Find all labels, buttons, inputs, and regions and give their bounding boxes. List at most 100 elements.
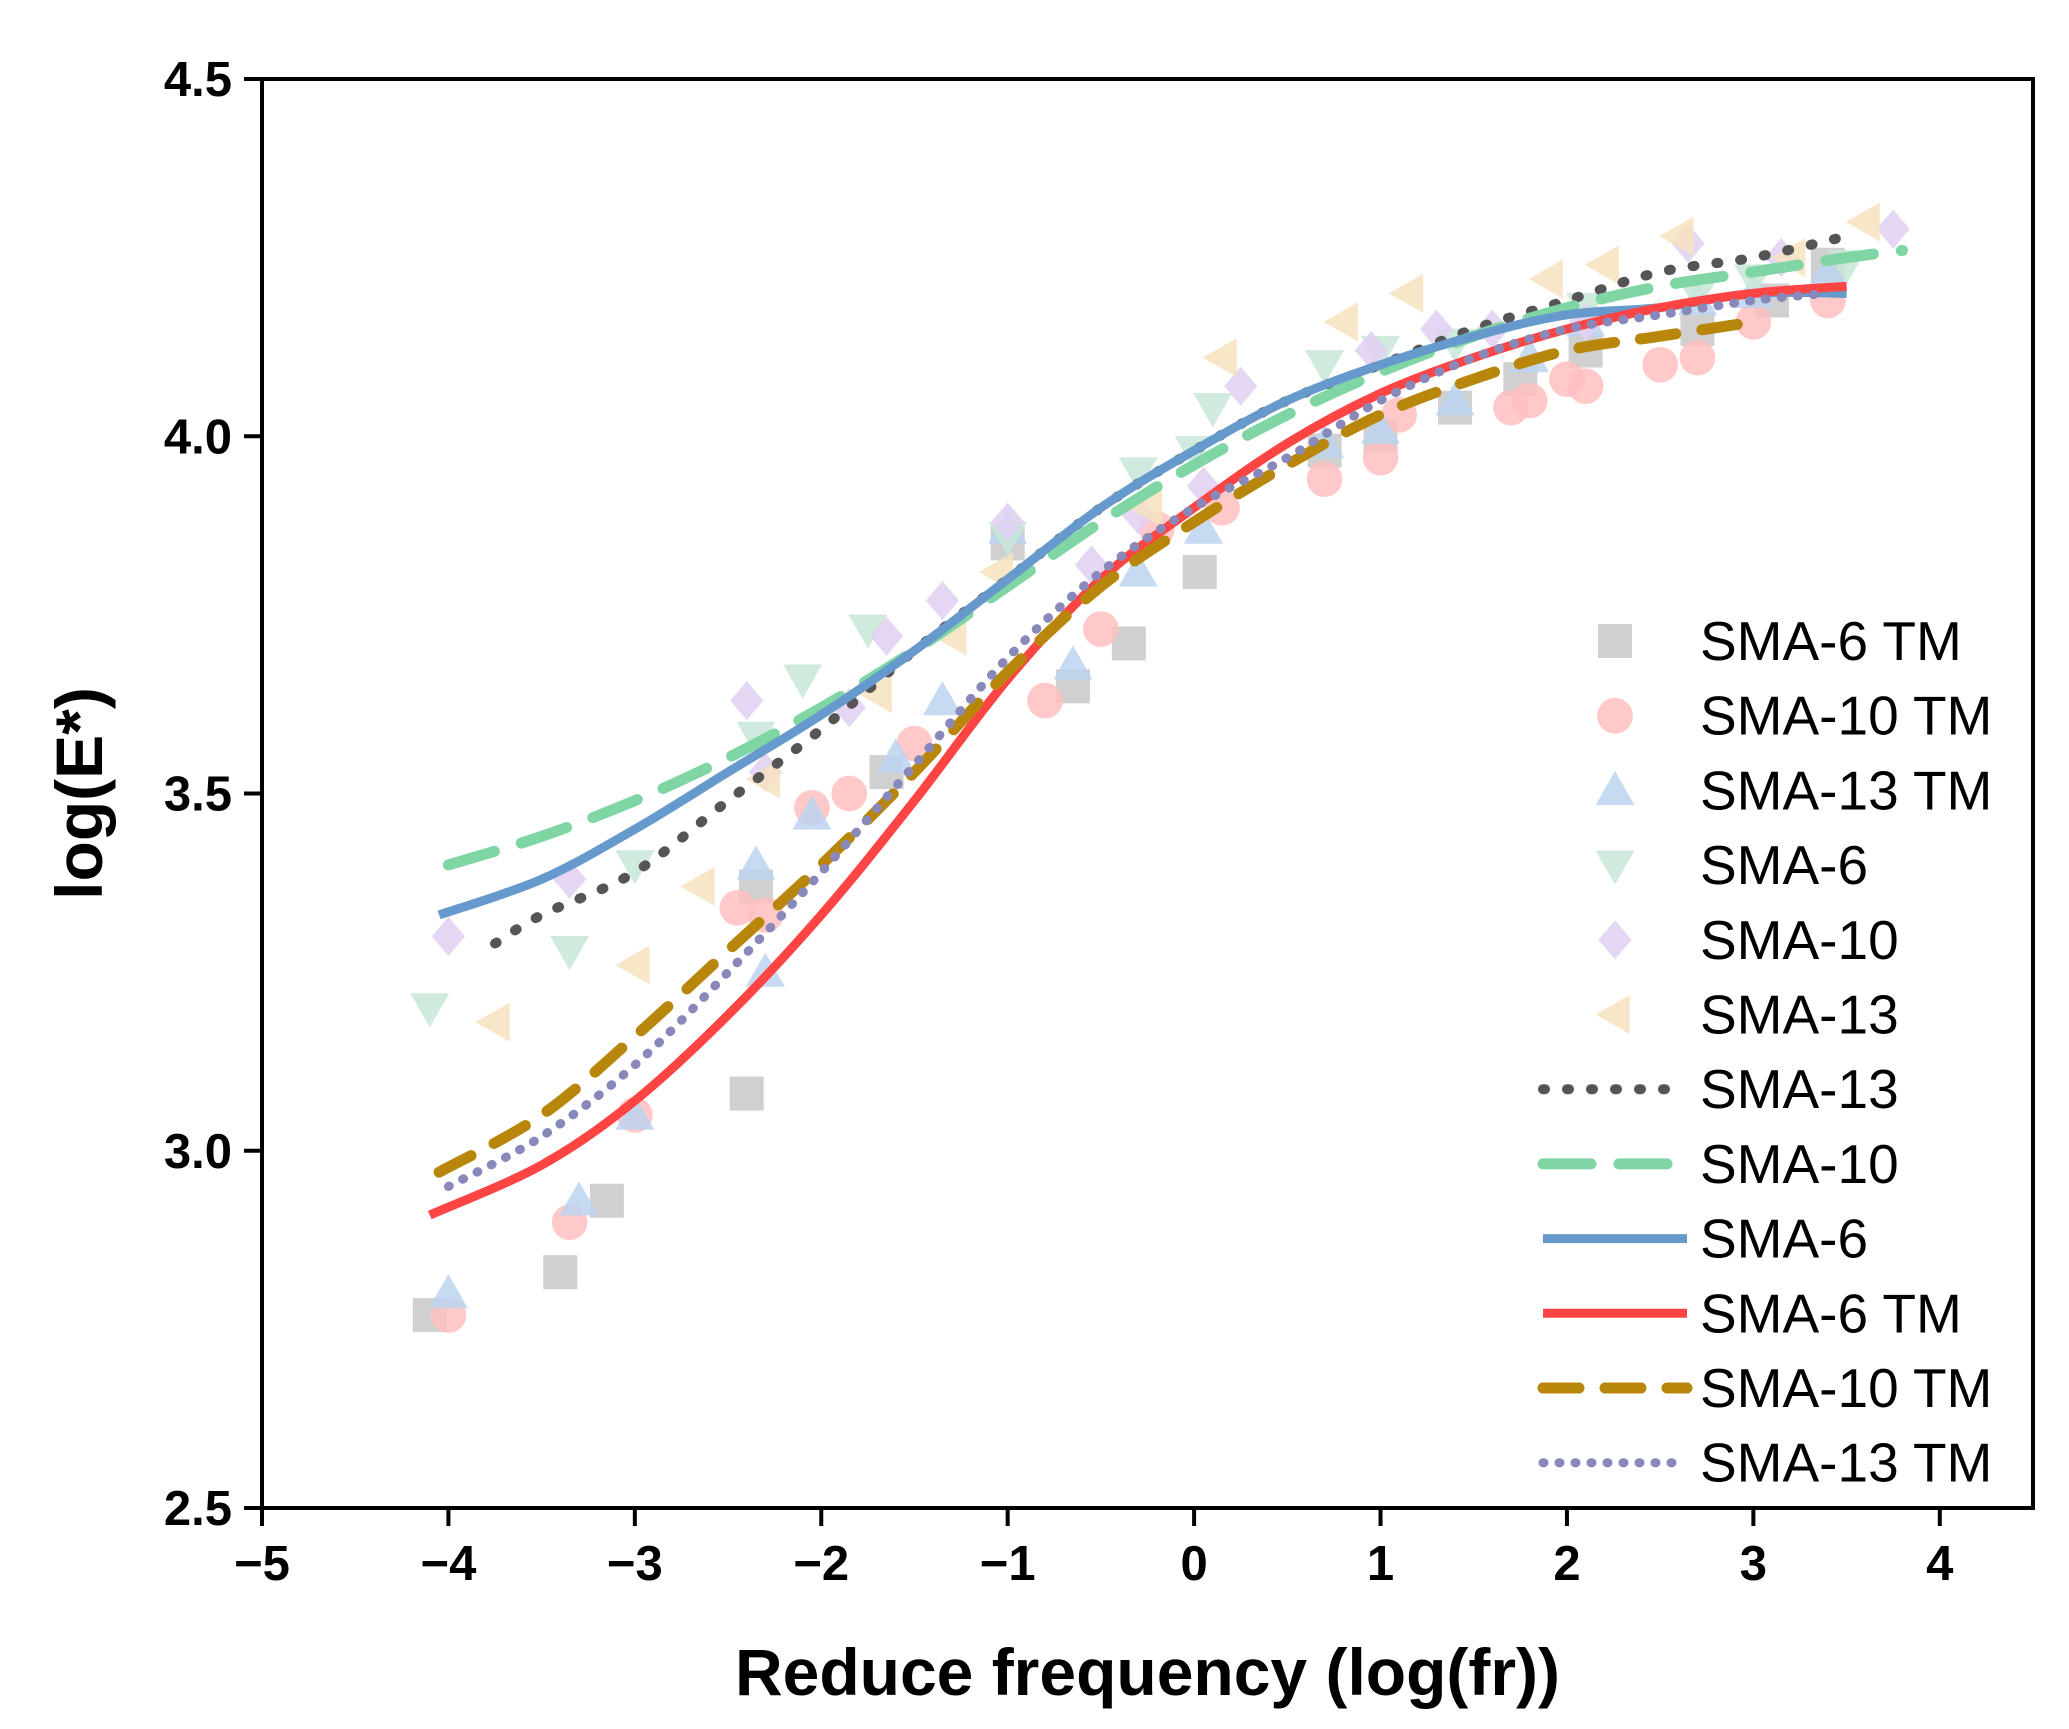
- legend-item: SMA-13: [1538, 1058, 1899, 1120]
- legend-item: SMA-10: [1537, 1133, 1899, 1195]
- scatter-point: [431, 916, 466, 956]
- scatter-point: [1845, 202, 1880, 242]
- scatter-point: [615, 850, 655, 885]
- legend-label: SMA-6: [1700, 1208, 1868, 1270]
- legend-item: SMA-6 TM: [1598, 610, 1962, 672]
- legend-label: SMA-6: [1700, 834, 1868, 896]
- legend-marker: [1595, 770, 1635, 806]
- scatter-point: [1118, 552, 1158, 587]
- legend-label: SMA-10: [1700, 1133, 1899, 1195]
- scatter-point: [1642, 346, 1679, 383]
- x-tick-label: 4: [1926, 1537, 1953, 1591]
- scatter-points: [410, 202, 1910, 1333]
- x-tick-label: 2: [1553, 1537, 1580, 1591]
- scatter-point: [783, 664, 823, 699]
- legend-marker: [1597, 697, 1633, 734]
- x-tick-label: −2: [793, 1537, 849, 1591]
- scatter-point: [729, 1076, 764, 1111]
- scatter-point: [1202, 338, 1237, 378]
- scatter-point: [1388, 273, 1424, 313]
- scatter-point: [922, 681, 962, 716]
- legend-item: SMA-6 TM: [1543, 1282, 1962, 1344]
- x-tick-label: 1: [1367, 1537, 1394, 1591]
- scatter-sma-10-tm-circle: [430, 282, 1846, 1333]
- legend-label: SMA-13: [1700, 1058, 1899, 1120]
- scatter-point: [1186, 466, 1221, 506]
- y-tick-label: 3.0: [164, 1125, 232, 1179]
- scatter-point: [869, 616, 904, 656]
- scatter-point: [745, 952, 785, 987]
- scatter-point: [1677, 278, 1717, 313]
- x-tick-label: −1: [980, 1537, 1036, 1591]
- legend-label: SMA-13 TM: [1700, 759, 1992, 821]
- x-axis: −5 −4 −3 −2 −1 0 1 2 3 4: [234, 1508, 1953, 1591]
- scatter-point: [1362, 439, 1399, 476]
- scatter-point: [559, 1181, 599, 1216]
- scatter-point: [1354, 330, 1388, 371]
- legend-item: SMA-10 TM: [1537, 1357, 1992, 1419]
- scatter-point: [730, 681, 764, 721]
- scatter-point: [1679, 339, 1716, 376]
- scatter-point: [475, 1002, 510, 1042]
- curve-sma-13-tm-dotted-round: [443, 288, 1833, 1191]
- legend-item: SMA-6: [1595, 834, 1868, 896]
- scatter-point: [550, 936, 590, 971]
- scatter-point: [719, 889, 756, 926]
- scatter-point: [792, 795, 832, 830]
- scatter-point: [1567, 368, 1604, 405]
- legend-label: SMA-10 TM: [1700, 1357, 1992, 1419]
- scatter-point: [428, 1274, 468, 1309]
- x-axis-title: Reduce frequency (log(fr)): [735, 1635, 1560, 1709]
- curve-sma-10-tm-dashed: [433, 316, 1759, 1178]
- fit-curves: [427, 231, 1909, 1220]
- scatter-point: [1083, 611, 1119, 648]
- scatter-sma-13-triangle-left: [475, 202, 1880, 1042]
- scatter-point: [857, 673, 892, 714]
- scatter-point: [1808, 252, 1848, 287]
- x-tick-label: −5: [234, 1537, 290, 1591]
- legend-label: SMA-10: [1700, 909, 1899, 971]
- scatter-point: [410, 993, 450, 1028]
- scatter-point: [1053, 645, 1093, 680]
- legend-label: SMA-10 TM: [1700, 685, 1992, 747]
- legend-label: SMA-13 TM: [1700, 1432, 1992, 1494]
- scatter-point: [1182, 555, 1217, 590]
- y-axis: 2.5 3.0 3.5 4.0 4.5: [164, 53, 262, 1536]
- scatter-sma-6-tm-square: [412, 247, 1845, 1333]
- scatter-point: [615, 945, 650, 985]
- y-tick-label: 4.5: [164, 53, 232, 107]
- legend-label: SMA-6 TM: [1700, 610, 1962, 672]
- scatter-point: [1118, 457, 1158, 492]
- y-axis-title: log(E*): [42, 687, 116, 900]
- x-tick-label: −4: [420, 1537, 476, 1591]
- curve-sma-13-dotted: [490, 231, 1852, 949]
- scatter-point: [1027, 682, 1063, 719]
- scatter-point: [1074, 545, 1109, 585]
- x-tick-label: −3: [607, 1537, 663, 1591]
- x-tick-label: 0: [1180, 1537, 1207, 1591]
- scatter-point: [543, 1255, 578, 1290]
- legend-marker: [1595, 850, 1635, 885]
- scatter-point: [680, 866, 715, 906]
- y-tick-label: 3.5: [164, 768, 232, 822]
- scatter-point: [1419, 309, 1454, 349]
- scatter-point: [1360, 409, 1401, 444]
- scatter-point: [876, 738, 916, 773]
- scatter-point: [1876, 209, 1910, 249]
- curve-sma-10-long-dash: [442, 244, 1909, 871]
- scatter-point: [848, 614, 888, 649]
- legend-marker: [1598, 624, 1632, 658]
- scatter-point: [896, 725, 933, 762]
- scatter-point: [615, 1095, 655, 1130]
- scatter-point: [925, 581, 960, 621]
- scatter-point: [1305, 350, 1345, 385]
- curve-sma-6-solid: [437, 287, 1847, 920]
- scatter-point: [1528, 259, 1563, 299]
- legend-label: SMA-6 TM: [1700, 1282, 1962, 1344]
- scatter-sma-13-tm-triangle-up: [428, 252, 1848, 1309]
- scatter-point: [831, 775, 868, 812]
- scatter-point: [1127, 488, 1163, 528]
- legend-label: SMA-13: [1700, 984, 1899, 1046]
- legend-marker: [1595, 994, 1630, 1035]
